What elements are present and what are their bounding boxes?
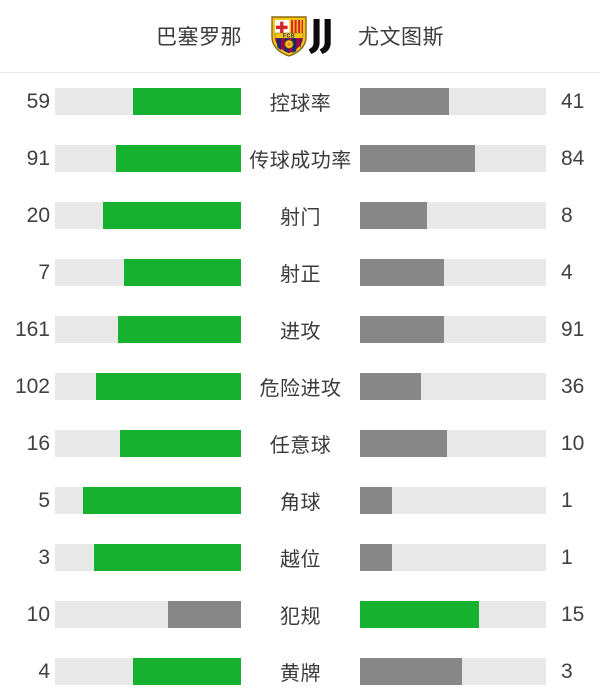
away-value: 15: [561, 602, 585, 626]
away-bar-fill: [360, 373, 422, 400]
stat-row: 10 犯规 15: [0, 586, 600, 643]
home-bar-track: [55, 316, 241, 343]
home-value: 102: [14, 374, 50, 398]
away-bar-fill: [360, 202, 427, 229]
away-bar-track: [360, 601, 546, 628]
away-bar-fill: [360, 601, 480, 628]
stat-label: 射正: [280, 264, 321, 286]
home-team: 巴塞罗那 FCB: [50, 0, 307, 72]
home-team-name: 巴塞罗那: [156, 26, 242, 49]
stat-row: 7 射正 4: [0, 244, 600, 301]
home-bar-fill: [120, 430, 241, 457]
home-bar-track: [55, 88, 241, 115]
stat-label: 射门: [280, 207, 321, 229]
home-bar-track: [55, 487, 241, 514]
away-value: 4: [561, 260, 573, 284]
away-bar-track: [360, 373, 546, 400]
away-team-name: 尤文图斯: [358, 26, 444, 49]
away-bar-track: [360, 544, 546, 571]
home-value: 161: [14, 317, 50, 341]
away-bar-fill: [360, 544, 392, 571]
home-bar-fill: [94, 544, 241, 571]
home-bar-track: [55, 259, 241, 286]
stat-row: 59 控球率 41: [0, 73, 600, 130]
away-value: 41: [561, 89, 585, 113]
away-value: 1: [561, 545, 573, 569]
stat-row: 91 传球成功率 84: [0, 130, 600, 187]
home-value: 4: [38, 659, 50, 683]
away-bar-track: [360, 430, 546, 457]
away-bar-track: [360, 88, 546, 115]
away-bar-fill: [360, 487, 392, 514]
away-bar-track: [360, 316, 546, 343]
away-bar-track: [360, 658, 546, 685]
home-bar-fill: [103, 202, 241, 229]
stat-label: 越位: [280, 549, 321, 571]
home-value: 59: [26, 89, 50, 113]
home-bar-track: [55, 601, 241, 628]
stat-label: 角球: [280, 492, 321, 514]
stats-list: 59 控球率 41 91 传球成功率 84 20 射门 8 7 射正 4 161 进攻 91 102 危险进攻 3…: [0, 73, 600, 700]
away-team: 尤文图斯: [300, 0, 550, 72]
stat-label: 犯规: [280, 606, 321, 628]
home-bar-fill: [133, 658, 241, 685]
home-bar-fill: [116, 145, 241, 172]
home-value: 3: [38, 545, 50, 569]
away-value: 84: [561, 146, 585, 170]
stat-row: 20 射门 8: [0, 187, 600, 244]
away-value: 3: [561, 659, 573, 683]
stat-label: 任意球: [269, 435, 332, 457]
fc-barcelona-crest-icon: FCB: [254, 13, 307, 59]
away-bar-fill: [360, 88, 450, 115]
stat-row: 102 危险进攻 36: [0, 358, 600, 415]
stat-row: 16 任意球 10: [0, 415, 600, 472]
stat-label: 传球成功率: [249, 150, 352, 172]
away-value: 10: [561, 431, 585, 455]
home-bar-fill: [95, 373, 241, 400]
away-value: 8: [561, 203, 573, 227]
away-bar-track: [360, 487, 546, 514]
home-value: 20: [26, 203, 50, 227]
stat-label: 进攻: [280, 321, 321, 343]
stat-row: 4 黄牌 3: [0, 643, 600, 700]
away-bar-track: [360, 202, 546, 229]
home-value: 5: [38, 488, 50, 512]
away-value: 91: [561, 317, 585, 341]
home-bar-fill: [118, 316, 241, 343]
stat-row: 5 角球 1: [0, 472, 600, 529]
away-bar-fill: [360, 316, 444, 343]
home-bar-track: [55, 544, 241, 571]
home-bar-track: [55, 430, 241, 457]
home-value: 16: [26, 431, 50, 455]
home-value: 10: [26, 602, 50, 626]
stat-label: 黄牌: [280, 663, 321, 685]
stat-row: 161 进攻 91: [0, 301, 600, 358]
match-stats-header: 巴塞罗那 FCB: [0, 0, 600, 72]
stat-label: 危险进攻: [259, 378, 342, 400]
away-value: 1: [561, 488, 573, 512]
away-bar-fill: [360, 430, 448, 457]
home-bar-track: [55, 145, 241, 172]
away-bar-track: [360, 145, 546, 172]
home-value: 91: [26, 146, 50, 170]
away-bar-fill: [360, 145, 476, 172]
home-bar-fill: [82, 487, 241, 514]
away-value: 36: [561, 374, 585, 398]
header-divider: [0, 72, 600, 73]
home-bar-fill: [123, 259, 241, 286]
home-bar-fill: [168, 601, 241, 628]
home-value: 7: [38, 260, 50, 284]
stat-row: 3 越位 1: [0, 529, 600, 586]
away-bar-track: [360, 259, 546, 286]
away-bar-fill: [360, 658, 463, 685]
stat-label: 控球率: [269, 93, 332, 115]
home-bar-track: [55, 202, 241, 229]
home-bar-fill: [133, 88, 241, 115]
away-bar-fill: [360, 259, 444, 286]
svg-text:FCB: FCB: [283, 33, 295, 39]
home-bar-track: [55, 373, 241, 400]
home-bar-track: [55, 658, 241, 685]
juventus-logo-icon: [300, 13, 346, 59]
